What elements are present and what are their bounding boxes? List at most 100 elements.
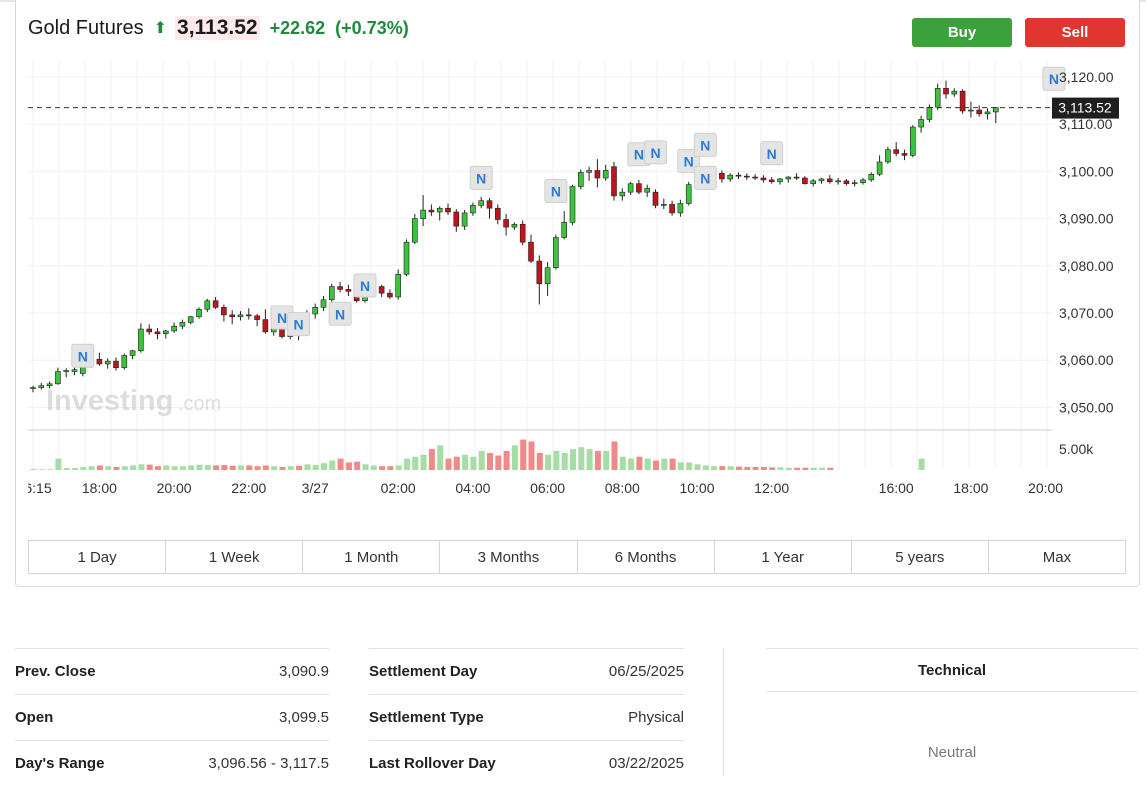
volume-bar <box>96 465 103 470</box>
range-1-week[interactable]: 1 Week <box>166 541 304 573</box>
range-1-month[interactable]: 1 Month <box>303 541 441 573</box>
candle <box>328 283 335 305</box>
candle <box>196 307 202 319</box>
candle-body-up <box>934 88 941 108</box>
news-marker-label: N <box>634 147 644 163</box>
news-marker: N <box>1042 66 1066 91</box>
volume-bar <box>536 452 543 470</box>
candle-body-up <box>138 328 144 352</box>
candle-body-up <box>785 176 792 180</box>
volume-bar <box>221 465 228 470</box>
x-tick-label: 06:00 <box>530 480 565 496</box>
candle <box>926 104 933 123</box>
candle-body-up <box>163 330 169 335</box>
candle <box>727 173 734 182</box>
news-marker-box <box>693 132 717 157</box>
candle <box>984 108 991 120</box>
news-marker-label: N <box>700 170 710 186</box>
y-tick-label: 3,100.00 <box>1059 163 1114 179</box>
volume-bar <box>603 451 610 470</box>
news-marker: N <box>71 343 95 368</box>
watermark-suffix: .com <box>178 393 221 415</box>
candle-body-up <box>420 209 426 219</box>
candle-body-up <box>30 387 36 389</box>
volume-bar <box>586 449 593 470</box>
candle <box>868 172 875 182</box>
volume-bar <box>188 465 195 470</box>
candle <box>802 176 808 185</box>
range-5-years[interactable]: 5 years <box>852 541 989 573</box>
candle <box>511 222 518 230</box>
volume-bar <box>918 458 925 470</box>
candle-body-down <box>976 109 983 115</box>
stat-value: 3,090.9 <box>278 663 329 680</box>
candle <box>735 172 742 179</box>
candle-body-up <box>918 119 924 128</box>
range-max[interactable]: Max <box>1042 548 1072 566</box>
volume-bar <box>246 465 253 470</box>
volume-bar <box>55 458 62 470</box>
volume-bar <box>395 465 402 470</box>
candle-body-up <box>237 314 244 318</box>
volume-bar <box>420 454 427 470</box>
candle <box>611 161 617 201</box>
range-1-year[interactable]: 1 Year <box>715 541 852 573</box>
volume-bar <box>38 469 45 470</box>
volume-bar <box>520 439 527 470</box>
range-6-months[interactable]: 6 Months <box>578 541 715 573</box>
candle <box>312 303 319 319</box>
candle-body-down <box>113 360 119 369</box>
candle-body-up <box>677 203 684 214</box>
up-arrow-icon: ⬆ <box>153 20 168 37</box>
column-divider <box>723 648 724 776</box>
candle <box>528 234 534 263</box>
news-marker: N <box>693 132 717 157</box>
candle-body-up <box>660 204 667 206</box>
candle-body-down <box>843 180 850 184</box>
technical-title[interactable]: Technical <box>766 648 1138 692</box>
candle-body-down <box>146 328 152 333</box>
candle-body-up <box>577 172 584 187</box>
candle-body-down <box>901 153 908 156</box>
candle <box>204 298 211 313</box>
news-marker: N <box>328 301 352 326</box>
candle-body-down <box>669 204 675 214</box>
x-tick-label: 02:00 <box>381 480 416 496</box>
candle <box>121 353 128 370</box>
volume-bar <box>487 452 493 470</box>
volume-bar <box>777 467 784 470</box>
volume-bar <box>238 465 244 470</box>
candle <box>146 324 152 335</box>
candle-body-up <box>55 371 61 385</box>
technical-summary: Neutral <box>927 744 977 761</box>
range-1-day[interactable]: 1 Day <box>29 541 167 573</box>
candle <box>752 174 758 180</box>
buy-button[interactable]: Buy <box>912 18 1012 47</box>
candle <box>345 284 352 297</box>
volume-bar <box>362 464 369 470</box>
last-price: 3,113.52 <box>175 16 260 40</box>
volume-bar <box>619 456 626 470</box>
volume-bar <box>794 467 801 470</box>
y-tick-label: 3,090.00 <box>1059 211 1114 227</box>
volume-bar <box>404 458 410 470</box>
candle <box>909 125 916 158</box>
candle <box>553 234 559 270</box>
volume-bar <box>694 464 701 470</box>
volume-bar <box>321 463 327 470</box>
candle <box>138 323 144 353</box>
range-3-months[interactable]: 3 Months <box>440 541 578 573</box>
volume-bar <box>262 465 269 470</box>
candle-body-down <box>768 179 775 183</box>
volume-bar <box>636 456 643 470</box>
stat-row-prev-close: Prev. Close 3,090.9 <box>15 648 329 694</box>
sell-button[interactable]: Sell <box>1025 18 1125 47</box>
candle <box>544 262 551 297</box>
candle <box>179 319 186 330</box>
watermark-brand: Investing <box>46 385 173 417</box>
candle <box>885 146 891 164</box>
volume-bar <box>810 467 817 470</box>
candle <box>826 175 833 184</box>
volume-bar <box>736 466 742 470</box>
